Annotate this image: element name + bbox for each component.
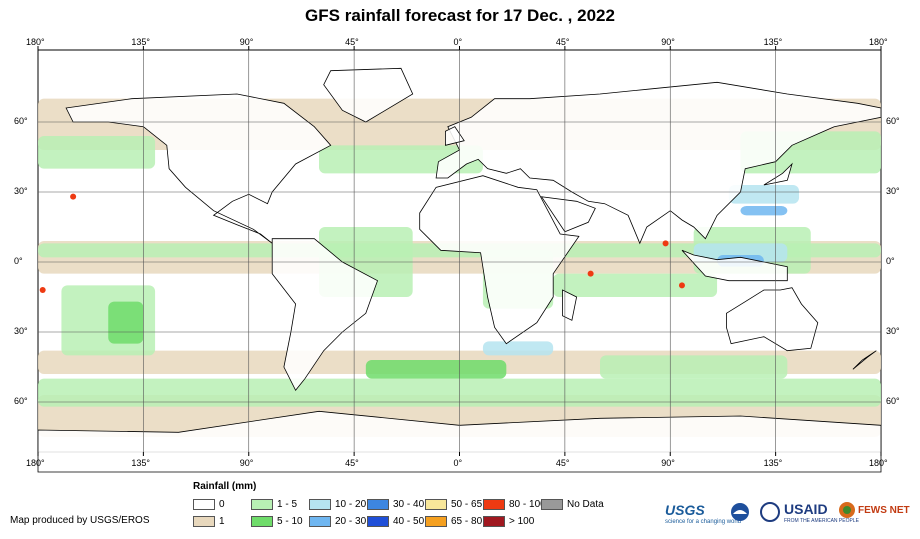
lat-label-right: 60° — [886, 116, 900, 126]
legend-swatch — [541, 499, 563, 510]
lon-label-bottom: 135° — [131, 458, 150, 468]
legend-swatch — [367, 516, 389, 527]
legend-swatch — [193, 516, 215, 527]
legend-item: 80 - 100 — [483, 499, 546, 510]
lat-label-right: 60° — [886, 396, 900, 406]
lon-label-top: 90° — [239, 37, 254, 47]
continent-5 — [540, 196, 596, 233]
legend-label: 20 - 30 — [335, 516, 367, 527]
lat-label-left: 30° — [14, 186, 28, 196]
map-title: GFS rainfall forecast for 17 Dec. , 2022 — [305, 6, 615, 25]
lon-label-top: 135° — [131, 37, 150, 47]
legend-item: 1 — [193, 516, 225, 527]
continent-8 — [681, 249, 788, 282]
lon-label-top: 45° — [555, 37, 570, 47]
legend-swatch — [367, 499, 389, 510]
usaid-logo-text: USAID — [784, 501, 828, 517]
legend-label: 65 - 80 — [451, 516, 483, 527]
usgs-tagline: science for a changing world — [665, 519, 742, 525]
continent-3 — [435, 81, 882, 245]
legend-swatch — [309, 499, 331, 510]
lat-label-right: 30° — [886, 186, 900, 196]
legend-swatch — [251, 499, 273, 510]
lon-label-bottom: 90° — [239, 458, 254, 468]
usaid-logo: USAID — [784, 501, 828, 517]
continent-7 — [726, 287, 819, 352]
legend-item: 5 - 10 — [251, 516, 303, 527]
continent-9 — [763, 162, 793, 186]
legend-swatch — [309, 516, 331, 527]
lat-label-left: 0° — [14, 256, 23, 266]
legend-label: 1 — [219, 516, 225, 527]
noaa-logo-icon — [730, 502, 750, 522]
lon-label-bottom: 45° — [345, 458, 359, 468]
fews-globe-icon — [839, 502, 855, 518]
legend-swatch — [251, 516, 273, 527]
lon-label-bottom: 45° — [555, 458, 570, 468]
legend-label: 50 - 65 — [451, 499, 483, 510]
legend-item: 1 - 5 — [251, 499, 297, 510]
lon-label-top: 135° — [763, 37, 783, 47]
lat-label-left: 60° — [14, 396, 28, 406]
legend-label: 1 - 5 — [277, 499, 298, 510]
legend-item: 20 - 30 — [309, 516, 366, 527]
legend-swatch — [483, 516, 505, 527]
legend-title: Rainfall (mm) — [193, 481, 257, 492]
lon-label-top: 180° — [869, 37, 888, 47]
legend-label: 5 - 10 — [277, 516, 303, 527]
usgs-logo-text: USGS — [665, 502, 705, 518]
usaid-tagline: FROM THE AMERICAN PEOPLE — [784, 518, 859, 524]
lat-label-right: 30° — [886, 326, 900, 336]
continent-2 — [271, 238, 378, 392]
legend-item: 40 - 50 — [367, 516, 424, 527]
legend-item: 30 - 40 — [367, 499, 424, 510]
legend-label: 10 - 20 — [335, 499, 367, 510]
legend-swatch — [425, 516, 447, 527]
legend-item: 0 — [193, 499, 225, 510]
legend-label: 80 - 100 — [509, 499, 546, 510]
legend-swatch — [483, 499, 505, 510]
legend-item: 10 - 20 — [309, 499, 366, 510]
legend-swatch — [425, 499, 447, 510]
lat-label-left: 30° — [14, 326, 28, 336]
legend-label: 40 - 50 — [393, 516, 425, 527]
legend-item: 65 - 80 — [425, 516, 482, 527]
legend-label: 30 - 40 — [393, 499, 425, 510]
lat-label-left: 60° — [14, 116, 28, 126]
legend-swatch — [193, 499, 215, 510]
lon-label-top: 45° — [345, 37, 359, 47]
continent-0 — [65, 93, 332, 244]
legend-label: > 100 — [509, 516, 535, 527]
legend-item: No Data — [541, 499, 604, 510]
lon-label-top: 90° — [661, 37, 675, 47]
credit-text: Map produced by USGS/EROS — [10, 515, 150, 526]
lon-label-bottom: 90° — [661, 458, 675, 468]
fews-logo-text: FEWS NET — [858, 504, 910, 516]
legend-item: 50 - 65 — [425, 499, 482, 510]
fews-logo: FEWS NET — [838, 501, 910, 519]
legend-label: No Data — [567, 499, 604, 510]
lon-label-bottom: 0° — [453, 458, 463, 468]
lon-label-top: 0° — [453, 37, 463, 47]
lon-label-bottom: 135° — [763, 458, 783, 468]
lon-label-bottom: 180° — [869, 458, 888, 468]
continent-10 — [852, 350, 877, 370]
usgs-logo: USGS — [665, 502, 705, 518]
legend-label: 0 — [219, 499, 225, 510]
lon-label-top: 180° — [26, 37, 45, 47]
legend-item: > 100 — [483, 516, 534, 527]
graticule — [37, 46, 882, 456]
lon-label-bottom: 180° — [26, 458, 45, 468]
lat-label-right: 0° — [886, 256, 895, 266]
continent-6 — [562, 289, 578, 321]
usaid-seal-icon — [760, 502, 780, 522]
